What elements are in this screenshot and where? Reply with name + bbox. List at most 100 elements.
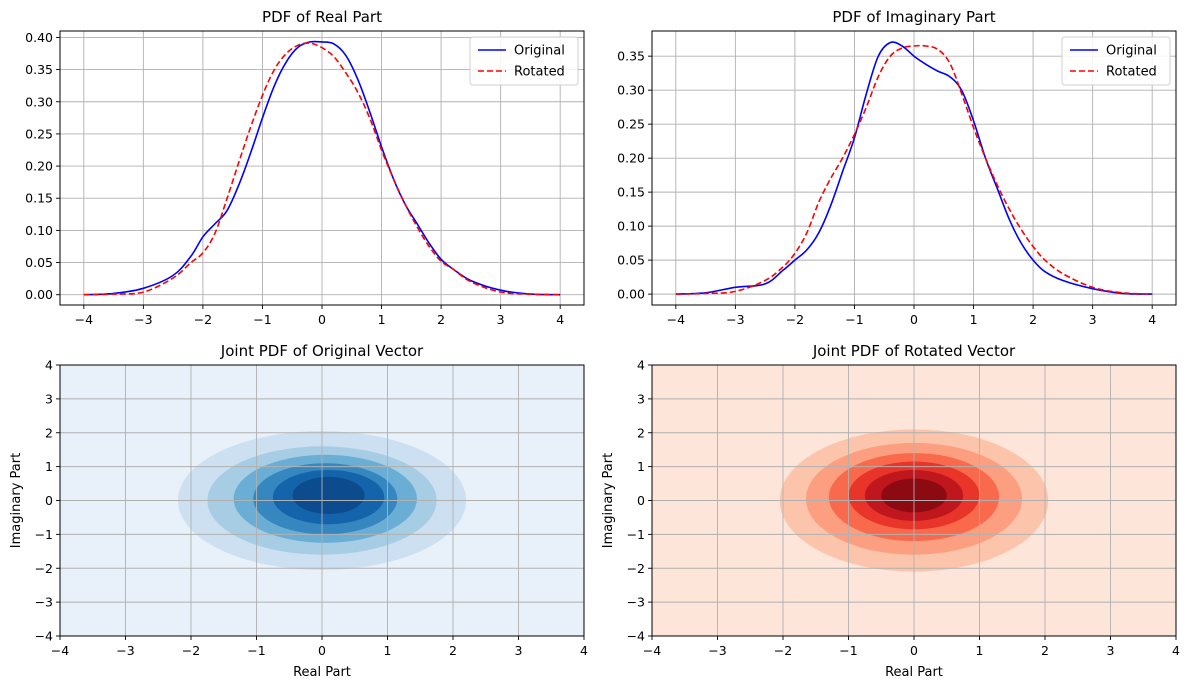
- x-tick-label: 2: [437, 312, 445, 327]
- chart-panel-1: −4 −3 −2 −1 0 1 2 3 4 0.00 0.05 0.10 0.15 0.20 0.25 0.3…: [25, 8, 585, 327]
- series-line-rotated: [83, 42, 561, 296]
- chart-panel-4: −4 −3 −2 −1 0 1 2 3 4 −4 −3 −2 −1 0 1 2 3 4 Joint PDF of R…: [601, 342, 1180, 680]
- x-tick-label: 1: [976, 643, 984, 658]
- y-tick-label: 4: [637, 358, 645, 373]
- axes-frame: [59, 30, 585, 306]
- y-tick-label: 0.25: [25, 126, 53, 141]
- axes-frame: [651, 364, 1177, 637]
- y-tick-label: 0: [45, 493, 53, 508]
- axes-frame: [59, 364, 585, 637]
- x-tick-label: −4: [643, 643, 661, 658]
- chart-title: Joint PDF of Original Vector: [220, 342, 424, 360]
- x-tick-label: −1: [247, 643, 265, 658]
- y-tick-label: 0.30: [25, 94, 53, 109]
- y-tick-label: 3: [45, 391, 53, 406]
- x-tick-label: −3: [726, 312, 744, 327]
- y-tick-label: −1: [35, 527, 53, 542]
- x-tick-label: 0: [318, 312, 326, 327]
- y-tick-label: −1: [627, 527, 645, 542]
- x-tick-label: 0: [910, 643, 918, 658]
- x-axis-label: Real Part: [885, 665, 943, 680]
- legend-label-rotated: Rotated: [1106, 65, 1157, 80]
- legend: Original Rotated: [1061, 36, 1171, 86]
- x-tick-label: 4: [1148, 312, 1156, 327]
- y-tick-label: 4: [45, 358, 53, 373]
- legend-box: [469, 36, 579, 86]
- series-line-rotated: [675, 44, 1153, 295]
- legend: Original Rotated: [469, 36, 579, 86]
- y-tick-label: 0.15: [25, 191, 53, 206]
- y-tick-label: 0.35: [25, 62, 53, 77]
- y-tick-label: 2: [637, 425, 645, 440]
- y-tick-label: −4: [35, 629, 53, 644]
- x-tick-label: 4: [556, 312, 564, 327]
- axes-frame: [651, 30, 1177, 306]
- x-tick-label: −2: [182, 643, 200, 658]
- x-tick-label: −2: [774, 643, 792, 658]
- x-tick-label: 4: [1172, 643, 1180, 658]
- y-tick-label: 0.35: [617, 49, 645, 64]
- chart-panel-3: −4 −3 −2 −1 0 1 2 3 4 −4 −3 −2 −1 0 1 2 3 4 Joint PDF of O…: [9, 342, 588, 680]
- legend-label-original: Original: [514, 44, 565, 59]
- y-tick-label: 0.30: [617, 83, 645, 98]
- chart-title: Joint PDF of Rotated Vector: [812, 342, 1016, 360]
- x-tick-label: −1: [253, 312, 271, 327]
- y-tick-label: 0.40: [25, 30, 53, 45]
- x-tick-label: 3: [1107, 643, 1115, 658]
- y-tick-label: −3: [627, 595, 645, 610]
- x-tick-label: 1: [970, 312, 978, 327]
- x-tick-label: 3: [497, 312, 505, 327]
- x-tick-label: 2: [449, 643, 457, 658]
- x-tick-label: −4: [667, 312, 685, 327]
- x-tick-label: 1: [378, 312, 386, 327]
- x-tick-label: 1: [384, 643, 392, 658]
- series-group: [83, 40, 561, 296]
- y-tick-label: 0.10: [25, 223, 53, 238]
- y-tick-label: 0.00: [25, 287, 53, 302]
- x-tick-label: 3: [515, 643, 523, 658]
- x-tick-label: −3: [134, 312, 152, 327]
- x-tick-label: 3: [1089, 312, 1097, 327]
- x-tick-label: −4: [51, 643, 69, 658]
- y-tick-label: 0.20: [25, 159, 53, 174]
- y-axis-label: Imaginary Part: [9, 453, 24, 548]
- chart-panel-2: −4 −3 −2 −1 0 1 2 3 4 0.00 0.05 0.10 0.15 0.20 0.25 0.3…: [617, 8, 1177, 327]
- y-tick-label: 0.05: [617, 253, 645, 268]
- y-tick-label: 1: [45, 459, 53, 474]
- x-tick-label: −4: [75, 312, 93, 327]
- contour-level-6: [292, 476, 365, 515]
- series-line-original: [675, 41, 1153, 295]
- chart-title: PDF of Imaginary Part: [832, 8, 995, 26]
- x-tick-label: −1: [845, 312, 863, 327]
- y-tick-label: 0.25: [617, 117, 645, 132]
- x-tick-label: 0: [318, 643, 326, 658]
- y-tick-label: 0.05: [25, 255, 53, 270]
- y-tick-label: −2: [627, 561, 645, 576]
- x-tick-label: −3: [116, 643, 134, 658]
- chart-title: PDF of Real Part: [262, 8, 382, 26]
- y-tick-label: 0: [637, 493, 645, 508]
- y-tick-label: 3: [637, 391, 645, 406]
- x-tick-label: 0: [910, 312, 918, 327]
- legend-label-rotated: Rotated: [514, 65, 565, 80]
- y-tick-label: −4: [627, 629, 645, 644]
- y-tick-label: −3: [35, 595, 53, 610]
- y-tick-label: 0.10: [617, 219, 645, 234]
- x-axis-label: Real Part: [293, 665, 351, 680]
- series-line-original: [83, 40, 561, 296]
- x-tick-label: −2: [786, 312, 804, 327]
- x-tick-label: −2: [194, 312, 212, 327]
- x-tick-label: 4: [580, 643, 588, 658]
- x-tick-label: −3: [708, 643, 726, 658]
- y-tick-label: 0.15: [617, 185, 645, 200]
- x-tick-label: −1: [839, 643, 857, 658]
- y-tick-label: −2: [35, 561, 53, 576]
- x-tick-label: 2: [1041, 643, 1049, 658]
- legend-box: [1061, 36, 1171, 86]
- legend-label-original: Original: [1106, 44, 1157, 59]
- y-tick-label: 0.20: [617, 151, 645, 166]
- series-group: [675, 41, 1153, 295]
- y-tick-label: 2: [45, 425, 53, 440]
- x-tick-label: 2: [1029, 312, 1037, 327]
